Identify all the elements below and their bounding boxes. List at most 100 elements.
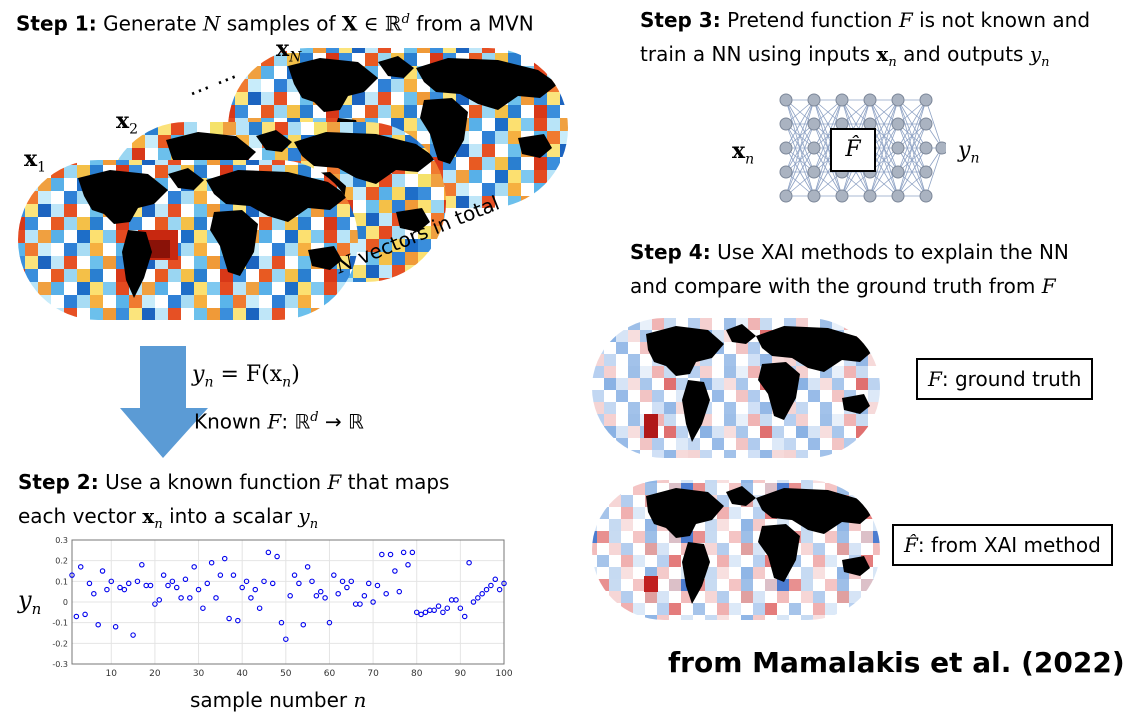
data-point [187,595,193,601]
data-point [331,572,337,578]
data-point [195,586,202,593]
data-point [313,593,320,599]
data-point [374,582,381,589]
step2-label: Step 2: [18,470,99,494]
data-point [243,578,250,585]
step1-label: Step 1: [16,11,97,36]
data-point [496,586,503,593]
data-point [147,582,154,589]
data-point [409,549,416,556]
data-point [296,580,302,587]
nn-node [807,93,821,107]
data-point [160,572,167,578]
known-mapping: Known F: ℝd → ℝ [194,409,364,434]
x-tick-label: 40 [236,669,248,679]
step4-title: Step 4: Use XAI methods to explain the N… [630,240,1069,264]
data-point [235,617,241,624]
step1-sup-d: d [401,12,410,27]
citation: from Mamalakis et al. (2022) [668,646,1125,679]
data-point [470,599,477,605]
nn-node [835,93,849,107]
nn-node [919,189,933,203]
xai-map-explained [592,480,880,620]
nn-edge [869,147,899,197]
nn-edge [869,99,899,197]
data-point [95,621,101,628]
nn-output-label: yn [958,138,980,167]
data-point [278,619,285,626]
nn-edge [785,147,815,197]
y-tick-label: 0.2 [55,557,68,566]
data-point [104,586,110,593]
step4-line2: and compare with the ground truth from F [630,274,1056,298]
ylabel-yn: yn [18,586,42,618]
x-tick-label: 90 [455,669,467,679]
data-point [365,580,372,587]
nn-node [919,141,933,155]
data-point [479,590,485,597]
nn-edge [813,99,843,149]
data-point [252,586,259,593]
step1-var-x: X [341,11,358,36]
nn-edge [813,99,843,197]
map-x1 [18,160,358,320]
nn-edge [785,99,815,149]
y-tick-label: -0.3 [52,660,68,669]
data-point [361,593,368,599]
data-point [130,632,136,638]
nn-edge [785,99,815,197]
step1-title: Step 1: Generate N samples of X ∈ ℝd fro… [16,6,534,38]
x-tick-label: 10 [106,669,118,679]
step1-text-d: from a MVN [416,11,534,36]
y-tick-label: 0 [63,598,68,607]
data-point [431,607,437,614]
step2-line2: each vector xn into a scalar yn [18,504,319,532]
data-point [173,584,180,591]
data-point [435,603,442,609]
data-point [108,578,115,585]
data-point [383,590,389,597]
nn-edge [897,123,927,197]
data-point [139,562,145,568]
data-point [86,580,93,587]
nn-node [891,165,905,179]
y-tick-label: 0.1 [55,577,68,586]
data-point [453,597,459,603]
nn-node [779,189,793,203]
nn-edge [785,123,815,197]
data-point [261,578,267,585]
data-point [483,586,490,593]
data-point [178,595,184,601]
data-point [269,580,276,587]
data-point [440,609,446,616]
nn-edge [897,99,927,173]
nn-node [919,93,933,107]
nn-node [779,141,793,155]
data-point [405,562,411,568]
nn-edge [897,99,927,197]
data-point [387,551,394,558]
nn-edge [813,99,843,173]
data-point [134,578,141,585]
step1-text-a: Generate [103,11,197,36]
step2-title: Step 2: Use a known function F that maps [18,470,450,494]
data-point [322,595,328,601]
nn-edge [925,99,943,149]
data-point [344,584,350,591]
step1-var-n: N [202,11,221,36]
data-point [287,593,293,599]
data-point [125,580,132,587]
data-point [156,597,163,603]
nn-input-label: xn [732,138,755,168]
data-point [309,578,315,585]
data-point [488,582,494,589]
y-tick-label: -0.1 [52,619,68,628]
plot-frame [71,539,505,665]
step1-text-b: samples of [226,11,336,36]
data-point [413,609,420,616]
nn-node [891,141,905,155]
nn-node [807,189,821,203]
nn-edge [925,147,943,197]
data-point [326,619,333,626]
data-point [191,564,197,570]
